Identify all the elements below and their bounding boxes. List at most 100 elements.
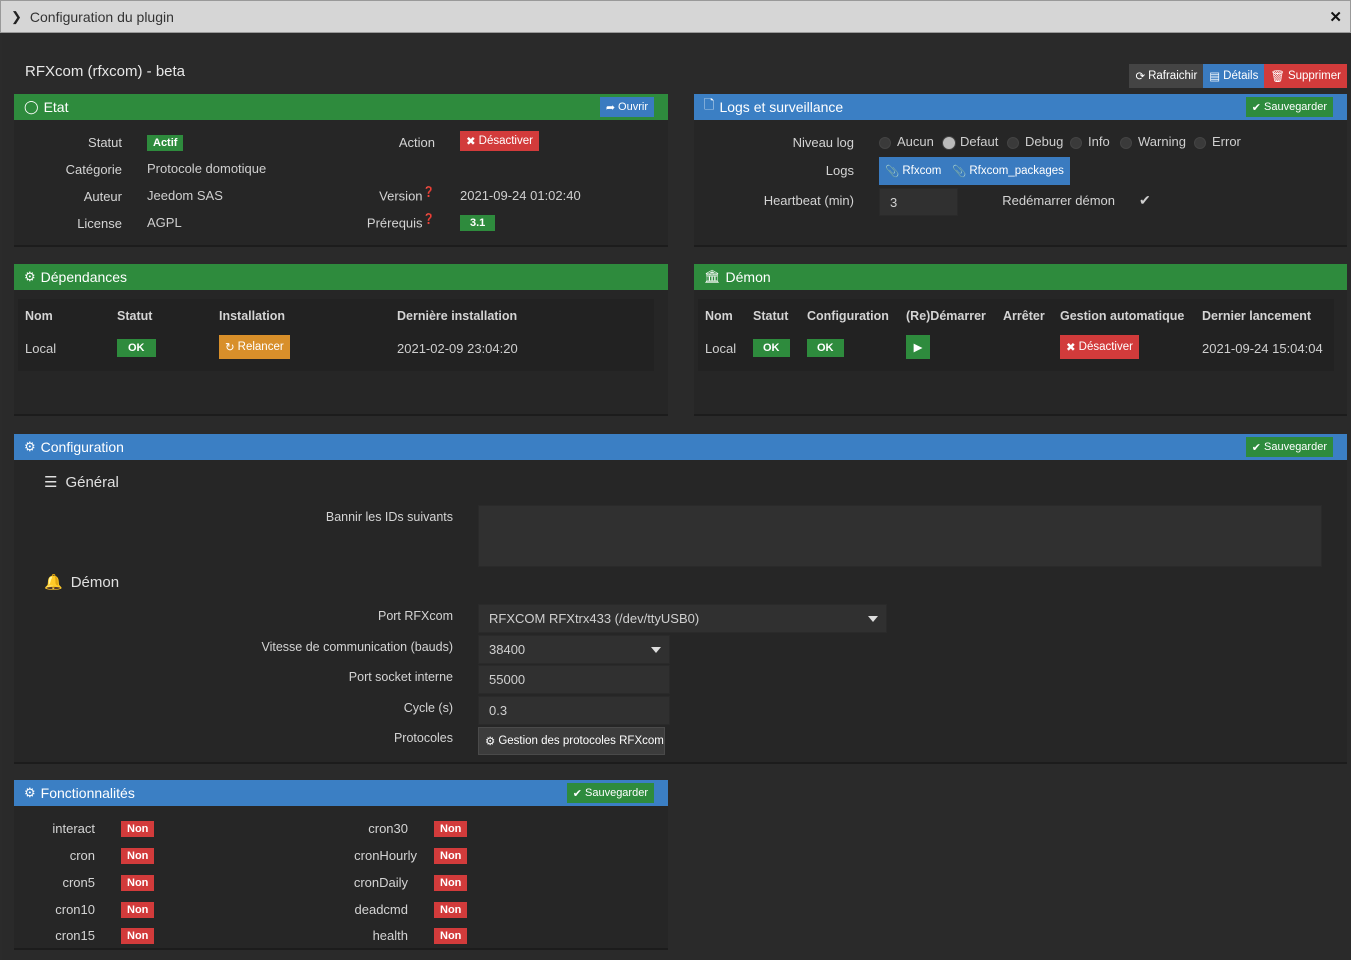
- radio-warning[interactable]: [1120, 137, 1132, 149]
- configuration-panel: ⚙ Configuration ✔ Sauvegarder: [14, 434, 1347, 764]
- fonct-name: cronHourly: [354, 848, 417, 863]
- bannir-textarea[interactable]: [478, 505, 1322, 567]
- version-label: Version❓: [379, 187, 435, 204]
- fonct-badge: Non: [434, 928, 468, 944]
- fonct-name: deadcmd: [354, 902, 408, 917]
- restart-checkbox[interactable]: ✔: [1139, 192, 1151, 208]
- logs-save-button[interactable]: ✔ Sauvegarder: [1245, 97, 1333, 117]
- vitesse-select[interactable]: 38400: [478, 635, 670, 664]
- configuration-title: Configuration: [40, 439, 124, 455]
- logs-label: Logs: [825, 163, 854, 178]
- puzzle-icon: ⚙: [24, 785, 36, 800]
- fonct-name: cron10: [55, 902, 95, 917]
- dep-statut-badge: OK: [117, 339, 156, 357]
- radio-defaut[interactable]: [942, 136, 956, 150]
- dep-nom: Local: [25, 341, 57, 356]
- bannir-label: Bannir les IDs suivants: [325, 510, 453, 524]
- play-icon: ▶: [913, 342, 923, 354]
- help-icon[interactable]: ❓: [422, 214, 435, 225]
- radio-debug[interactable]: [1007, 137, 1019, 149]
- radio-info[interactable]: [1070, 137, 1082, 149]
- plugin-title: RFXcom (rfxcom) - beta: [25, 63, 186, 80]
- gears-icon: ⚙: [24, 439, 36, 454]
- dep-derniere: 2021-02-09 23:04:20: [397, 341, 518, 356]
- delete-button[interactable]: 🗑 Supprimer: [1264, 64, 1347, 88]
- license-value: AGPL: [147, 215, 182, 230]
- fonct-badge: Non: [434, 821, 468, 837]
- radio-error[interactable]: [1194, 137, 1206, 149]
- check-circle-icon: ✔: [1251, 101, 1261, 114]
- log-rfxcom-packages-button[interactable]: 📎 Rfxcom_packages: [946, 157, 1070, 185]
- fonct-save-button[interactable]: ✔ Sauvegarder: [566, 783, 654, 803]
- etat-title: Etat: [43, 99, 69, 115]
- fonct-badge: Non: [121, 848, 155, 864]
- paperclip-icon: 📎: [952, 166, 967, 178]
- refresh-icon: ⟳: [1135, 71, 1146, 83]
- th-demon-gestion: Gestion automatique: [1060, 309, 1185, 323]
- fonct-name: interact: [52, 821, 95, 836]
- start-demon-button[interactable]: ▶: [906, 335, 930, 359]
- heartbeat-input[interactable]: 3: [879, 188, 958, 216]
- categorie-value: Protocole domotique: [147, 161, 267, 176]
- details-button[interactable]: ▤ Détails: [1203, 64, 1265, 88]
- radio-aucun[interactable]: [879, 137, 891, 149]
- chevron-down-icon: [651, 646, 661, 653]
- th-nom: Nom: [25, 309, 53, 323]
- th-statut: Statut: [117, 309, 153, 323]
- protocoles-button[interactable]: ⚙ Gestion des protocoles RFXcom: [478, 727, 665, 755]
- fonctionnalites-panel: ⚙ Fonctionnalités ✔ Sauvegarder: [14, 780, 668, 950]
- window-titlebar: ❯ Configuration du plugin ✕: [0, 0, 1351, 33]
- dependances-table: [18, 299, 654, 371]
- level-info: Info: [1088, 134, 1110, 149]
- list-icon: ☰: [44, 474, 58, 491]
- configuration-header: ⚙ Configuration ✔ Sauvegarder: [14, 434, 1347, 460]
- fonct-badge: Non: [121, 928, 155, 944]
- refresh-button[interactable]: ⟳ Rafraichir: [1129, 64, 1204, 88]
- niveau-log-label: Niveau log: [792, 135, 854, 150]
- prerequis-badge: 3.1: [460, 215, 496, 231]
- demon-section-title: 🔔 Démon: [44, 573, 120, 592]
- categorie-label: Catégorie: [65, 162, 122, 177]
- dependances-title: Dépendances: [40, 269, 128, 285]
- level-defaut: Defaut: [960, 134, 999, 149]
- th-derniere-installation: Dernière installation: [397, 309, 518, 323]
- demon-statut-badge: OK: [753, 339, 790, 357]
- th-demon-statut: Statut: [753, 309, 789, 323]
- file-icon: ▤: [1209, 71, 1221, 83]
- open-button[interactable]: ➦ Ouvrir: [599, 97, 654, 117]
- fonct-badge: Non: [434, 848, 468, 864]
- gears-icon: ⚙: [485, 736, 496, 748]
- help-icon[interactable]: ❓: [422, 187, 435, 198]
- socket-input[interactable]: 55000: [478, 665, 670, 694]
- relancer-button[interactable]: ↻ Relancer: [219, 335, 290, 359]
- heartbeat-label: Heartbeat (min): [763, 193, 854, 208]
- socket-label: Port socket interne: [348, 670, 453, 684]
- port-select[interactable]: RFXCOM RFXtrx433 (/dev/ttyUSB0): [478, 604, 887, 633]
- chevron-down-icon: [868, 615, 878, 622]
- chevron-right-icon[interactable]: ❯: [11, 8, 22, 24]
- bicycle-icon: ↻: [225, 342, 235, 354]
- gestion-deactivate-button[interactable]: ✖ Désactiver: [1060, 335, 1139, 359]
- deactivate-plugin-button[interactable]: ✖ Désactiver: [460, 131, 539, 151]
- fonct-name: health: [372, 928, 408, 943]
- fonct-badge: Non: [434, 875, 468, 891]
- demon-dernier: 2021-09-24 15:04:04: [1202, 341, 1323, 356]
- x-icon: ✖: [466, 136, 476, 148]
- cycle-input[interactable]: 0.3: [478, 696, 670, 725]
- logs-title: Logs et surveillance: [719, 99, 844, 115]
- trash-icon: 🗑: [1270, 71, 1285, 83]
- th-demon-redemarrer: (Re)Démarrer: [906, 309, 986, 323]
- check-circle-icon: ✔: [572, 787, 582, 800]
- close-icon[interactable]: ✕: [1329, 9, 1342, 26]
- log-rfxcom-button[interactable]: 📎 Rfxcom: [879, 157, 948, 185]
- power-icon: ◯: [24, 99, 39, 114]
- fonct-name: cronDaily: [353, 875, 408, 890]
- config-save-button[interactable]: ✔ Sauvegarder: [1245, 437, 1333, 457]
- port-label: Port RFXcom: [377, 609, 453, 623]
- fonct-name: cron15: [55, 928, 95, 943]
- level-error: Error: [1212, 134, 1241, 149]
- action-label: Action: [398, 135, 435, 150]
- top-toolbar: ⟳ Rafraichir ▤ Détails 🗑 Supprimer: [1129, 64, 1347, 88]
- demon-table: [698, 299, 1334, 371]
- level-aucun: Aucun: [897, 134, 934, 149]
